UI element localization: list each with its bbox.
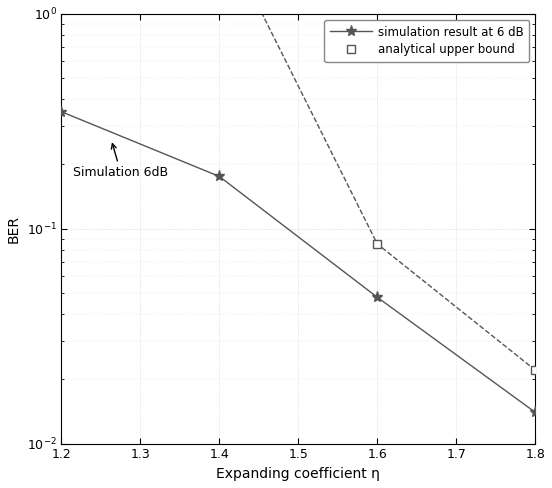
simulation result at 6 dB (216, 174, 222, 180)
X-axis label: Expanding coefficient η: Expanding coefficient η (216, 467, 380, 481)
simulation result at 6 dB (532, 409, 538, 415)
Line: analytical upper bound: analytical upper bound (373, 240, 539, 374)
Line: simulation result at 6 dB: simulation result at 6 dB (56, 106, 540, 418)
analytical upper bound (374, 241, 380, 247)
analytical upper bound (532, 367, 538, 373)
simulation result at 6 dB (374, 294, 380, 300)
Y-axis label: BER: BER (7, 215, 21, 243)
Text: Simulation 6dB: Simulation 6dB (73, 143, 168, 180)
simulation result at 6 dB (58, 109, 65, 115)
Legend: simulation result at 6 dB, analytical upper bound: simulation result at 6 dB, analytical up… (325, 20, 529, 62)
